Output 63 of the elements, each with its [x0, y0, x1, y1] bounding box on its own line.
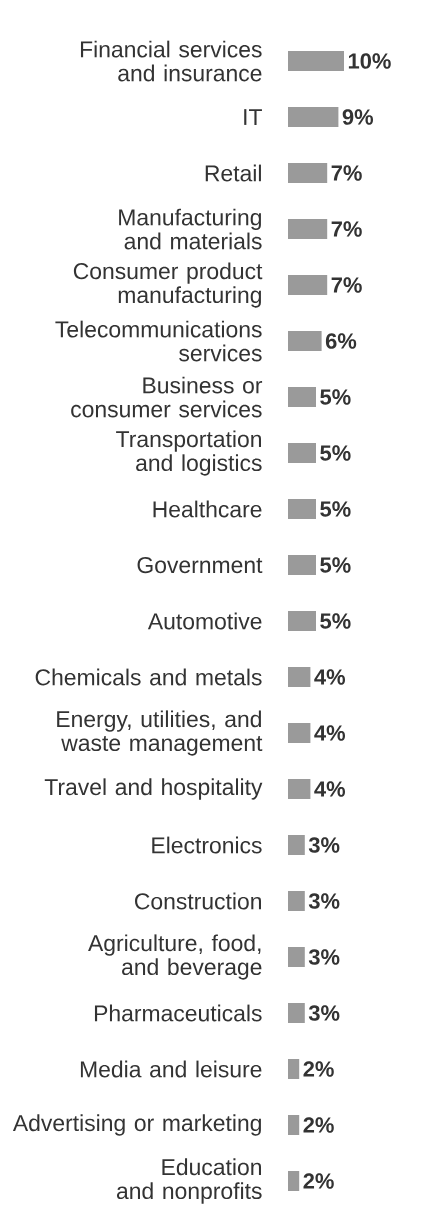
data-label: 4%	[314, 725, 346, 741]
bar	[288, 443, 316, 464]
y-tick-label: Electronics	[152, 836, 262, 854]
y-tick-label: Advertising or marketing	[12, 1114, 261, 1136]
y-tick-label: Chemicals and metals	[35, 668, 262, 686]
bar	[288, 835, 305, 856]
bar	[288, 555, 316, 576]
data-label: 7%	[331, 277, 362, 293]
bar	[288, 499, 316, 520]
bar	[288, 1003, 305, 1024]
data-label: 3%	[308, 837, 340, 853]
y-tick-label: Education and nonprofits	[116, 1158, 262, 1204]
data-label: 7%	[331, 165, 362, 181]
y-tick-label: Financial services and insurance	[80, 40, 262, 82]
data-label: 4%	[314, 669, 346, 685]
data-label: 2%	[303, 1061, 334, 1077]
y-tick-label: Agriculture, food, and beverage	[88, 934, 262, 980]
y-tick-label: Transportation and logistics	[116, 430, 262, 476]
bar	[288, 611, 316, 632]
bar	[288, 107, 339, 128]
data-label: 3%	[308, 949, 340, 965]
bar	[288, 163, 328, 184]
data-label: 2%	[303, 1173, 334, 1189]
bar	[288, 219, 328, 240]
bar	[288, 1171, 300, 1192]
bar	[288, 723, 311, 744]
data-label: 3%	[308, 1005, 340, 1021]
bar	[288, 667, 311, 688]
y-tick-label: Consumer product manufacturing	[73, 262, 263, 308]
data-label: 5%	[320, 613, 351, 629]
y-tick-label: Automotive	[147, 612, 262, 630]
bar	[288, 387, 316, 408]
y-tick-label: Construction	[135, 892, 261, 910]
y-tick-label: Government	[137, 556, 263, 574]
y-tick-label: Telecommunications services	[55, 320, 262, 362]
data-label: 4%	[314, 781, 346, 797]
y-tick-label: Manufacturing and materials	[119, 208, 262, 250]
bar	[288, 51, 344, 72]
y-tick-label: Business or consumer services	[71, 376, 263, 418]
data-label: 5%	[320, 501, 351, 517]
data-label: 3%	[308, 893, 340, 909]
y-tick-label: Healthcare	[153, 500, 262, 518]
data-label: 7%	[331, 221, 362, 237]
bar	[288, 331, 322, 352]
bar	[288, 275, 328, 296]
bar	[288, 1059, 300, 1080]
data-label: 10%	[348, 53, 391, 69]
data-label: 9%	[342, 109, 374, 125]
data-label: 5%	[320, 445, 351, 461]
data-label: 2%	[303, 1117, 334, 1133]
bar	[288, 947, 305, 968]
bar	[288, 1115, 300, 1136]
y-tick-label: Energy, utilities, and waste management	[57, 710, 263, 756]
y-tick-label: Pharmaceuticals	[94, 1004, 262, 1022]
y-tick-label: Travel and hospitality	[44, 778, 263, 800]
data-label: 6%	[325, 333, 357, 349]
y-tick-label: Media and leisure	[80, 1060, 262, 1078]
data-label: 5%	[320, 557, 351, 573]
y-tick-label: Retail	[205, 164, 261, 182]
data-label: 5%	[320, 389, 351, 405]
bar	[288, 779, 311, 800]
bar	[288, 891, 305, 912]
y-tick-label: IT	[244, 109, 262, 125]
